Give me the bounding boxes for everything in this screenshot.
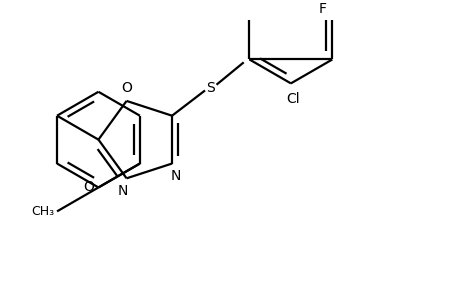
Text: O: O — [121, 81, 132, 95]
Text: O: O — [84, 181, 95, 194]
Text: N: N — [118, 184, 128, 198]
Text: S: S — [206, 81, 215, 94]
Text: F: F — [318, 2, 326, 16]
Text: CH₃: CH₃ — [31, 205, 55, 218]
Text: Cl: Cl — [286, 92, 299, 106]
Text: N: N — [170, 169, 181, 183]
